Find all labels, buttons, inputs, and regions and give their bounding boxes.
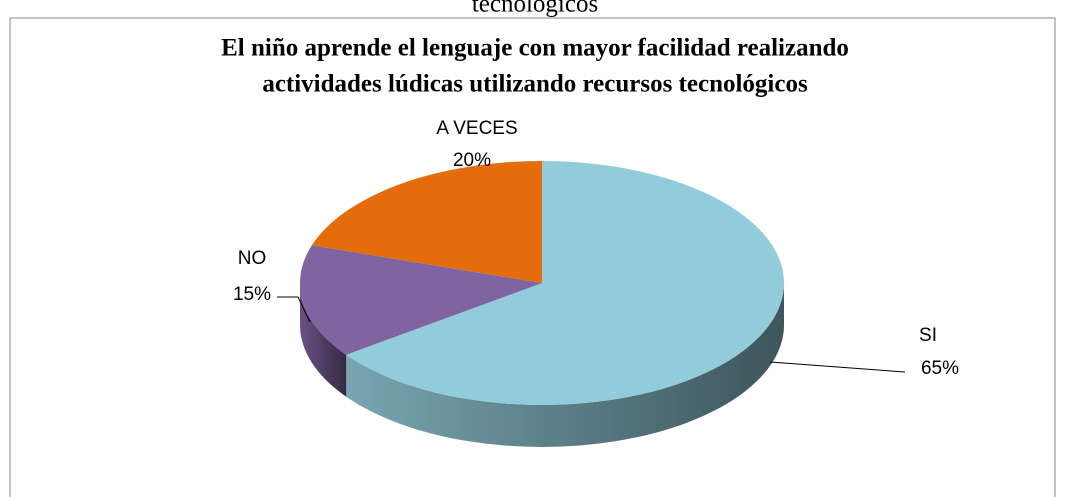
header-text: tecnológicos: [472, 0, 598, 18]
data-label-category: NO: [238, 248, 267, 269]
leader-line: [277, 296, 311, 323]
data-label-value: 20%: [453, 150, 491, 171]
slice-side: [300, 283, 347, 397]
data-label-category: A VECES: [436, 118, 517, 139]
data-label-value: 65%: [921, 358, 959, 379]
data-label-category: SI: [919, 325, 937, 346]
chart-title: El niño aprende el lenguaje con mayor fa…: [221, 35, 849, 62]
slice-side: [346, 283, 784, 447]
slice: [311, 161, 542, 283]
slice: [346, 161, 785, 405]
slice: [299, 245, 542, 355]
pie: [299, 161, 785, 447]
leader-line: [769, 361, 906, 373]
chart-title: actividades lúdicas utilizando recursos …: [262, 71, 808, 98]
data-label-value: 15%: [233, 284, 271, 305]
